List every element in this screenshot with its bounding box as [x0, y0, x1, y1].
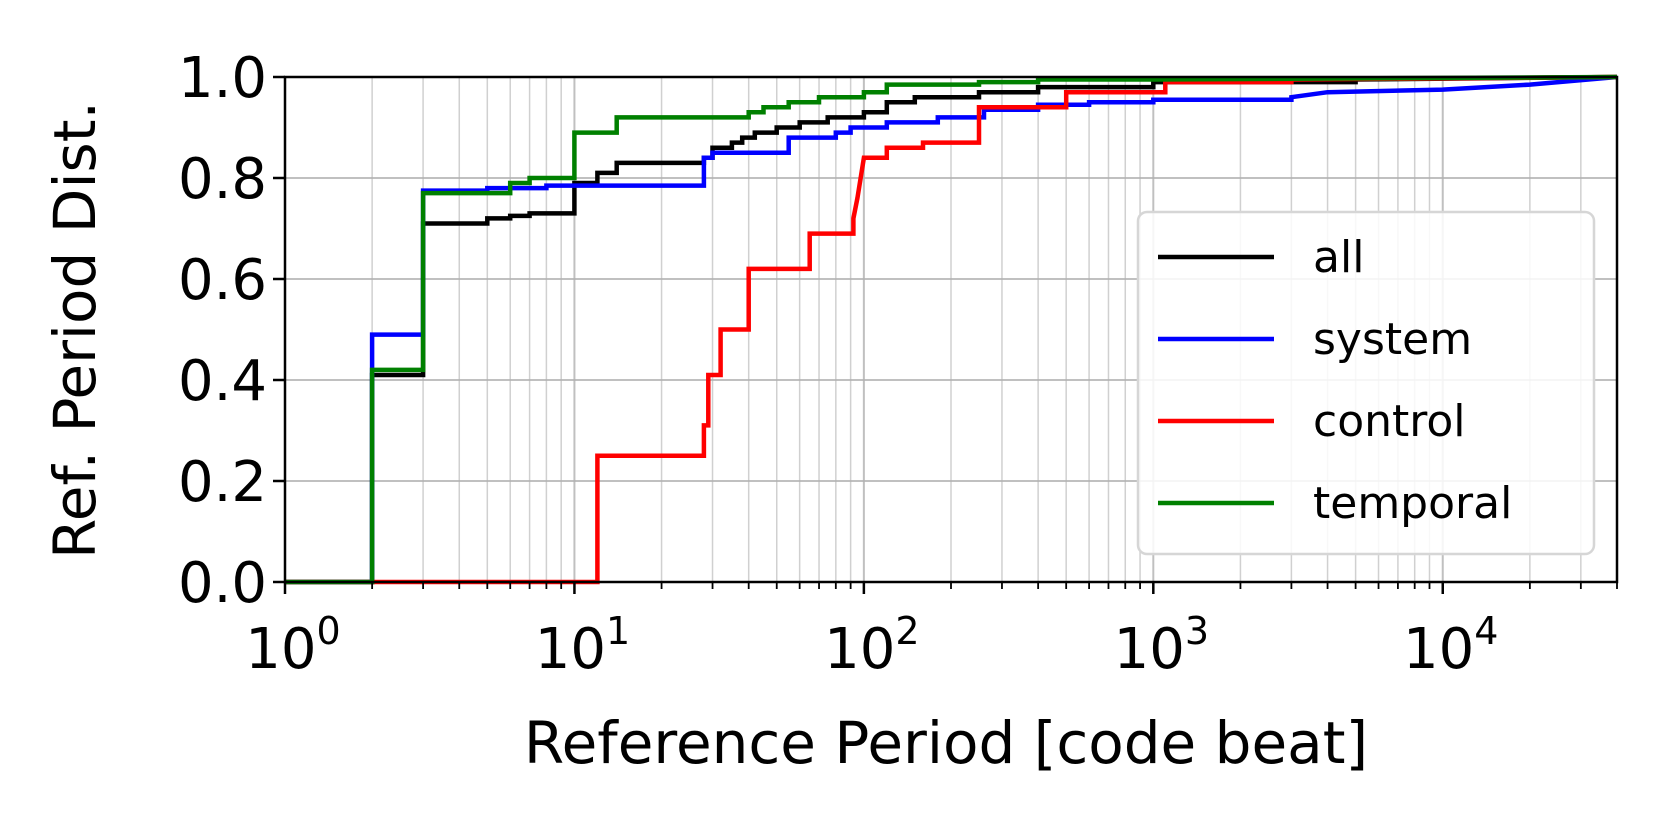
legend-box	[1136, 210, 1596, 556]
x-tick-label: 100	[245, 609, 340, 682]
y-tick-label: 0.6	[178, 248, 267, 313]
legend: all system control temporal	[1136, 210, 1596, 556]
x-tick-label: 101	[535, 609, 630, 682]
x-tick-label: 104	[1403, 609, 1498, 682]
x-tick-label: 103	[1114, 609, 1209, 682]
x-axis-label: Reference Period [code beat]	[524, 709, 1368, 777]
series-line-control	[285, 74, 1618, 585]
x-tick-labels: 100 101 102 103 104	[245, 609, 1498, 682]
y-tick-label: 1.0	[178, 46, 267, 111]
y-axis-label: Ref. Period Dist.	[41, 101, 109, 559]
x-tick-label: 102	[824, 609, 919, 682]
legend-label-all: all	[1313, 232, 1364, 283]
legend-label-system: system	[1313, 314, 1472, 365]
series-line-system	[285, 74, 1618, 585]
axis-ticks	[273, 75, 1618, 594]
y-tick-labels: 0.0 0.2 0.4 0.6 0.8 1.0	[178, 46, 267, 616]
series-line-all	[285, 74, 1618, 585]
legend-label-control: control	[1313, 396, 1466, 447]
series-lines	[285, 74, 1618, 585]
y-tick-label: 0.2	[178, 450, 267, 515]
y-tick-label: 0.8	[178, 147, 267, 212]
y-tick-label: 0.0	[178, 551, 267, 616]
series-line-temporal	[285, 74, 1618, 585]
y-tick-label: 0.4	[178, 349, 267, 414]
legend-label-temporal: temporal	[1313, 478, 1512, 529]
